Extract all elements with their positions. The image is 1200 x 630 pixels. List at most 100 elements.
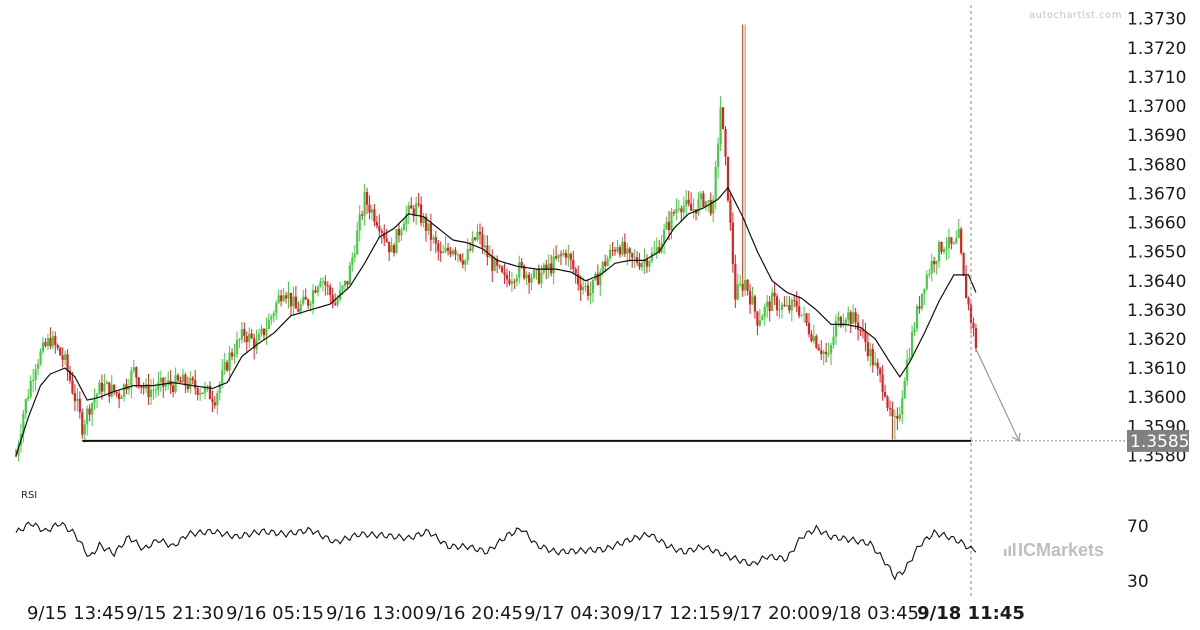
candle-body <box>925 274 928 289</box>
candle-body <box>294 296 297 309</box>
candle-body <box>721 107 725 130</box>
candle-body <box>709 200 712 214</box>
candle-body <box>203 387 207 393</box>
candle-body <box>422 216 425 223</box>
candle-body <box>628 248 631 254</box>
candle-body <box>559 254 563 256</box>
candle-body <box>250 333 253 339</box>
candle-body <box>879 368 882 375</box>
candle-body <box>820 350 823 354</box>
candle-body <box>638 263 641 268</box>
candle-body <box>886 396 889 408</box>
candle-body <box>353 254 356 258</box>
candle-body <box>230 352 234 357</box>
candle-body <box>105 382 108 385</box>
candle-body <box>267 319 270 329</box>
candle-body <box>650 252 653 262</box>
candle-body <box>412 208 415 217</box>
candle-body <box>869 349 872 357</box>
candle-body <box>473 237 477 240</box>
candle-body <box>955 238 958 244</box>
candle-body <box>154 389 158 391</box>
candle-body <box>415 203 418 217</box>
candle-body <box>888 407 892 410</box>
candle-body <box>746 279 749 291</box>
candle-body <box>896 415 899 419</box>
time-tick-label: 9/18 11:45 <box>917 603 1025 624</box>
candle-body <box>189 378 192 389</box>
candle-body <box>196 388 199 395</box>
candle-body <box>17 445 20 456</box>
candle-body <box>275 302 278 314</box>
candle-body <box>289 292 293 307</box>
candle-body <box>940 242 943 253</box>
candle-body <box>476 231 479 240</box>
candle-body <box>503 272 506 275</box>
candle-body <box>176 375 180 381</box>
forecast-arrow <box>975 348 1020 442</box>
candle-body <box>365 192 369 205</box>
candle-body <box>260 328 263 334</box>
candle-body <box>29 381 32 397</box>
time-tick-label: 9/17 20:00 <box>722 603 820 624</box>
candle-body <box>238 339 241 341</box>
candle-body <box>552 256 555 274</box>
candle-body <box>510 281 514 284</box>
candle-body <box>731 222 734 264</box>
candle-body <box>498 265 501 267</box>
candle-body <box>122 384 126 397</box>
candle-body <box>508 279 511 284</box>
candle-body <box>240 328 243 340</box>
logo-bar-icon <box>1004 549 1007 556</box>
logo-bar-icon <box>1008 546 1011 556</box>
candle-body <box>771 292 774 311</box>
candle-body <box>216 393 219 406</box>
candle-body <box>906 359 909 381</box>
candle-body <box>218 383 221 394</box>
candle-body <box>314 290 317 293</box>
candle-body <box>110 384 113 397</box>
candle-body <box>881 374 884 393</box>
candle-body <box>618 247 622 255</box>
candle-body <box>88 408 91 415</box>
candle-body <box>147 384 150 398</box>
candle-body <box>59 347 62 356</box>
candle-body <box>793 299 796 301</box>
candle-body <box>304 296 307 300</box>
candle-body <box>361 214 364 216</box>
price-tick-label: 1.3730 <box>1127 10 1186 30</box>
candle-body <box>142 386 145 389</box>
candle-body <box>910 332 914 358</box>
candle-body <box>341 286 344 290</box>
candle-body <box>520 262 523 266</box>
time-tick-label: 9/16 20:45 <box>425 603 523 624</box>
price-axis: 1.35801.35901.36001.36101.36201.36301.36… <box>1127 10 1186 467</box>
candle-body <box>380 231 383 233</box>
time-tick-label: 9/17 12:15 <box>623 603 721 624</box>
rsi-line <box>15 521 977 581</box>
candle-body <box>363 192 366 216</box>
candle-body <box>221 370 224 384</box>
price-box-label: 1.3585 <box>1130 432 1189 452</box>
candle-body <box>871 349 874 366</box>
candle-body <box>113 384 116 392</box>
candle-body <box>284 295 288 299</box>
candle-body <box>525 274 528 279</box>
candle-body <box>206 385 209 388</box>
candle-body <box>402 223 405 231</box>
candle-body <box>874 362 877 366</box>
candle-body <box>459 254 462 261</box>
candle-body <box>243 328 246 337</box>
candle-body <box>707 200 710 202</box>
candle-body <box>518 262 521 278</box>
candle-body <box>788 305 791 311</box>
candle-body <box>98 382 101 395</box>
candle-body <box>351 257 354 266</box>
candle-body <box>390 245 393 253</box>
candle-body <box>805 313 808 323</box>
candle-body <box>483 245 487 248</box>
candle-body <box>748 290 752 305</box>
candle-body <box>739 283 742 285</box>
candle-body <box>687 199 690 204</box>
candle-body <box>132 367 135 371</box>
